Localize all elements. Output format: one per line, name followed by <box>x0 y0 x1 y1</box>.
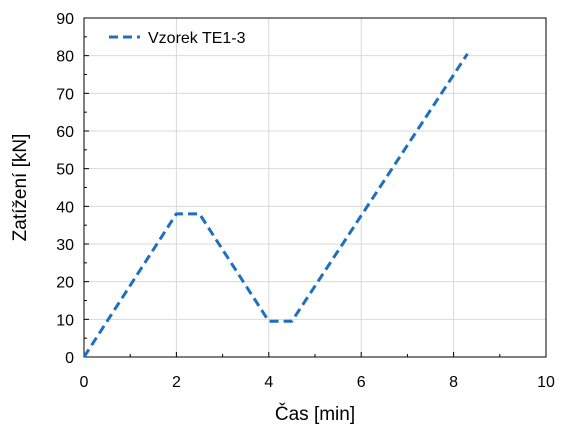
y-tick-label: 50 <box>56 162 74 179</box>
x-tick-label: 6 <box>357 374 366 391</box>
x-axis-title: Čas [min] <box>275 403 355 425</box>
y-axis-title: Zatížení [kN] <box>10 134 31 242</box>
y-tick-label: 60 <box>56 124 74 141</box>
y-tick-label: 80 <box>56 49 74 66</box>
y-tick-label: 90 <box>56 11 74 28</box>
y-tick-label: 20 <box>56 275 74 292</box>
x-tick-label: 10 <box>537 374 555 391</box>
grid-lines <box>84 18 546 357</box>
series-layer <box>82 52 469 358</box>
y-tick-label: 0 <box>65 350 74 367</box>
plot-area-frame <box>83 17 547 358</box>
x-tick-label: 4 <box>264 374 273 391</box>
y-tick-label: 10 <box>56 312 74 329</box>
x-tick-label: 2 <box>172 374 181 391</box>
x-tick-label: 8 <box>449 374 458 391</box>
x-tick-label: 0 <box>80 374 89 391</box>
series-line <box>82 52 469 358</box>
axis-ticks: 0 10 20 30 40 50 60 70 80 90 0 2 4 6 8 10 <box>56 11 555 391</box>
y-tick-label: 40 <box>56 199 74 216</box>
legend-label: Vzorek TE1-3 <box>148 30 246 47</box>
y-tick-label: 30 <box>56 237 74 254</box>
legend: Vzorek TE1-3 <box>109 30 246 47</box>
y-tick-label: 70 <box>56 86 74 103</box>
